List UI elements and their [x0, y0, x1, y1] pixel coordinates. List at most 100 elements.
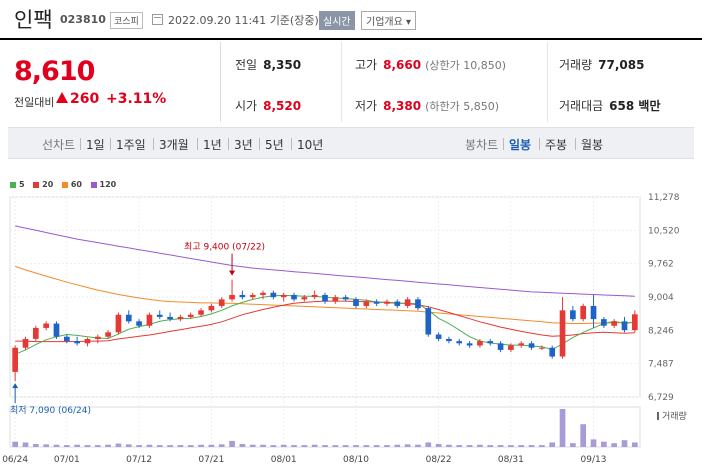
volume-bar — [229, 440, 235, 447]
y-tick-label: 9,004 — [648, 293, 674, 303]
chart-toolbar: 선차트 1일 1주일 3개월 1년 3년 5년 10년 봉차트 일봉 주봉 월봉 — [8, 127, 694, 159]
market-badge: 코스피 — [110, 12, 143, 29]
line-chart-label: 선차트 — [42, 138, 76, 152]
candle-body — [373, 301, 380, 304]
candle-monthly[interactable]: 월봉 — [581, 138, 604, 152]
divider — [153, 138, 154, 150]
candle-body — [125, 314, 132, 322]
volume-bar — [353, 445, 359, 447]
candle-body — [84, 338, 91, 344]
candle-body — [394, 301, 401, 306]
candle-body — [590, 305, 597, 320]
range-10y[interactable]: 10년 — [297, 138, 324, 152]
legend-label: 20 — [42, 180, 54, 189]
volume-bar — [43, 444, 49, 447]
stat-value: 8,380 — [383, 99, 422, 113]
legend-label: 60 — [70, 180, 82, 189]
high-arrow-icon — [229, 270, 236, 276]
divider — [503, 138, 504, 150]
stat-value: 8,350 — [263, 58, 302, 72]
volume-legend-swatch — [657, 412, 659, 420]
range-1w[interactable]: 1주일 — [116, 138, 146, 152]
volume-bar — [270, 445, 277, 447]
stat-label: 고가 — [355, 58, 378, 72]
company-info-dropdown[interactable]: 기업개요 ▾ — [361, 11, 416, 30]
volume-bar — [611, 443, 618, 447]
candlestick-chart[interactable]: 11,278 10,520 9,762 9,004 8,246 7,487 6,729 06/… — [0, 185, 702, 471]
candle-body — [291, 294, 297, 300]
x-tick-label: 07/12 — [126, 455, 152, 465]
change-label: 전일대비 — [14, 96, 55, 109]
range-1d[interactable]: 1일 — [86, 138, 105, 152]
volume-bar — [125, 444, 132, 447]
candle-weekly[interactable]: 주봉 — [545, 138, 568, 152]
candle-body — [322, 294, 328, 302]
legend-label: 5 — [19, 180, 25, 189]
x-tick-label: 08/22 — [426, 455, 452, 465]
candle-body — [136, 321, 142, 326]
divider — [228, 138, 229, 150]
candle-body — [580, 305, 587, 320]
volume-bar — [570, 443, 576, 447]
legend-swatch — [33, 181, 40, 188]
range-3y[interactable]: 3년 — [234, 138, 253, 152]
change-value: 260 — [56, 91, 99, 107]
range-3m[interactable]: 3개월 — [159, 138, 189, 152]
divider — [539, 138, 540, 150]
candle-body — [208, 305, 215, 311]
candle-body — [270, 292, 277, 298]
change-amount: 260 — [70, 91, 100, 107]
stat-label: 전일 — [235, 58, 258, 72]
candle-body — [621, 321, 628, 331]
divider — [291, 138, 292, 150]
x-tick-label: 08/01 — [271, 455, 297, 465]
volume-bar — [404, 444, 411, 447]
volume-bar — [518, 445, 525, 447]
volume-bar — [167, 445, 173, 447]
candle-body — [363, 301, 370, 306]
candle-body — [311, 294, 318, 298]
volume-bar — [84, 445, 91, 447]
change-percent: +3.11% — [106, 91, 167, 107]
volume-bar — [187, 445, 194, 447]
candle-body — [332, 297, 339, 302]
volume-bar — [32, 443, 39, 447]
stat-high: 고가 8,660 (상한가 10,850) — [355, 56, 506, 73]
volume-bar — [446, 444, 452, 447]
ma-legend: 5 20 60 120 — [10, 180, 122, 189]
stock-code: 023810 — [60, 13, 106, 26]
stat-lower-limit: (하한가 5,850) — [425, 100, 499, 113]
candle-body — [177, 316, 184, 320]
x-tick-label: 09/13 — [581, 455, 607, 465]
stat-amount: 거래대금 658 백만 — [559, 97, 660, 114]
realtime-button[interactable]: 실시간 — [319, 11, 355, 30]
quote-datetime: 2022.09.20 11:41 기준(장중) — [168, 12, 319, 28]
stat-value: 658 백만 — [609, 99, 661, 113]
volume-bar — [94, 445, 101, 447]
stat-prev: 전일 8,350 — [235, 56, 301, 73]
volume-bar — [208, 444, 215, 447]
candle-body — [487, 341, 494, 344]
candle-daily[interactable]: 일봉 — [509, 138, 532, 152]
stat-value: 8,660 — [383, 58, 422, 72]
ma60-line — [15, 265, 635, 324]
candle-body — [435, 334, 442, 339]
volume-bar — [146, 444, 153, 447]
stock-stats: 전일 8,350 고가 8,660 (상한가 10,850) 거래량 77,085 시가… — [220, 42, 702, 122]
range-1y[interactable]: 1년 — [203, 138, 222, 152]
volume-bar — [621, 440, 628, 447]
high-annotation: 최고 9,400 (07/22) — [184, 242, 265, 253]
x-tick-label: 06/24 — [2, 455, 28, 465]
axes: 11,278 10,520 9,762 9,004 8,246 7,487 6,729 06/… — [2, 193, 680, 465]
range-5y[interactable]: 5년 — [265, 138, 284, 152]
low-annotation: 최저 7,090 (06/24) — [10, 405, 91, 416]
volume-bar — [301, 445, 308, 447]
volume-bar — [508, 445, 514, 447]
volume-bar — [549, 442, 556, 447]
candle-body — [280, 294, 287, 298]
candle-body — [404, 299, 411, 306]
calendar-icon — [152, 14, 163, 25]
volume-bar — [415, 444, 421, 447]
candle-body — [146, 314, 153, 326]
y-tick-label: 10,520 — [648, 226, 680, 236]
